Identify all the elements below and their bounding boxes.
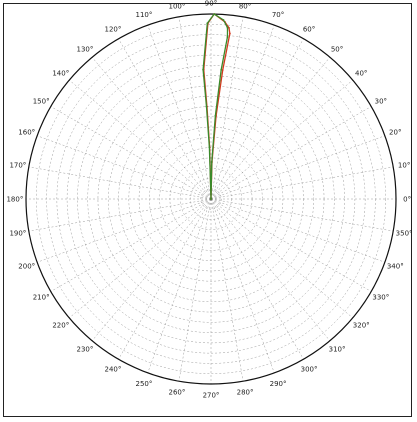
data-point [213, 13, 216, 15]
data-point [226, 36, 229, 38]
angle-tick-label: 170° [9, 161, 26, 169]
data-point [228, 26, 230, 29]
angle-tick-label: 330° [372, 294, 389, 302]
data-point [220, 69, 223, 71]
angular-gridline [210, 198, 304, 360]
angular-gridline [91, 57, 212, 200]
angle-tick-label: 280° [237, 389, 254, 397]
angle-tick-label: 340° [387, 263, 404, 271]
angular-gridline [37, 198, 212, 263]
radial-gridline [107, 95, 315, 303]
angle-tick-label: 0° [403, 196, 411, 204]
data-point [210, 198, 212, 200]
angular-gridline [50, 106, 212, 200]
angle-tick-label: 40° [355, 69, 367, 77]
angle-tick-label: 30° [375, 97, 387, 105]
angle-tick-label: 50° [331, 45, 343, 53]
angular-gridline [118, 38, 212, 200]
angular-gridline [210, 57, 331, 200]
radial-gridline [159, 147, 263, 251]
angle-tick-label: 270° [203, 392, 220, 400]
angular-gridline [210, 166, 394, 200]
angular-gridline [69, 198, 212, 319]
radial-gridline [66, 54, 356, 344]
angle-tick-label: 120° [105, 26, 122, 34]
outer-circle [25, 13, 397, 385]
angular-gridline [210, 198, 331, 341]
angular-gridline [210, 198, 244, 382]
angle-tick-label: 320° [353, 322, 370, 330]
angular-gridline [91, 198, 212, 341]
radial-gridline [56, 44, 366, 354]
angle-tick-label: 240° [105, 365, 122, 373]
angular-gridline [210, 38, 304, 200]
radial-gridline [138, 126, 284, 272]
angle-tick-label: 250° [135, 380, 152, 388]
angular-gridline [210, 198, 372, 292]
angle-tick-label: 150° [33, 97, 50, 105]
angular-gridline [210, 135, 385, 200]
angle-tick-label: 160° [18, 128, 35, 136]
angle-tick-label: 210° [33, 294, 50, 302]
data-point [206, 22, 209, 25]
radial-gridline [128, 116, 294, 282]
data-point [226, 26, 229, 29]
angle-tick-label: 80° [239, 2, 251, 10]
angle-tick-label: 90° [205, 0, 217, 7]
angular-gridline [210, 16, 244, 200]
angular-gridline [28, 198, 212, 232]
angle-tick-label: 110° [135, 11, 152, 19]
angle-tick-label: 180° [6, 196, 23, 204]
angle-tick-label: 20° [389, 128, 401, 136]
angle-tick-label: 70° [272, 11, 284, 19]
angular-gridline [210, 106, 372, 200]
angle-tick-label: 190° [9, 230, 26, 238]
angular-gridline [210, 198, 385, 263]
angular-gridline [50, 198, 212, 292]
angle-tick-label: 100° [169, 2, 186, 10]
angular-gridline [37, 135, 212, 200]
angle-tick-label: 290° [270, 380, 287, 388]
angle-tick-label: 200° [18, 263, 35, 271]
angular-gridline [210, 198, 275, 373]
polar-grid [25, 13, 397, 385]
angular-gridline [210, 198, 353, 319]
angle-tick-label: 350° [396, 230, 413, 238]
angular-gridline [69, 79, 212, 200]
data-point [214, 114, 217, 117]
angle-tick-label: 130° [77, 45, 94, 53]
data-point [221, 69, 224, 71]
angle-tick-label: 260° [169, 389, 186, 397]
angle-tick-label: 300° [301, 365, 318, 373]
chart-frame [3, 3, 412, 417]
angular-gridline [147, 198, 212, 373]
angular-gridline [118, 198, 212, 360]
data-point [222, 19, 225, 21]
angular-gridline [178, 16, 212, 200]
data-point [228, 32, 231, 35]
radial-gridline [87, 75, 335, 323]
series-layer [202, 13, 231, 200]
data-point [208, 146, 211, 149]
angular-gridline [210, 25, 275, 200]
angle-labels: 0° 10° 20° 30° 40° 50° 60° 70° 80° 90° 100° 110° 120… [6, 0, 412, 400]
angular-gridline [210, 79, 353, 200]
radial-gridline [36, 24, 386, 374]
angular-gridline [210, 198, 394, 232]
data-point [202, 68, 204, 71]
angular-gridline [178, 198, 212, 382]
data-point [210, 161, 213, 163]
angular-gridline [147, 25, 212, 200]
angle-tick-label: 140° [52, 69, 69, 77]
angle-tick-label: 220° [52, 322, 69, 330]
angle-tick-label: 310° [329, 346, 346, 354]
data-point [205, 105, 208, 108]
angular-gridline [28, 166, 212, 200]
angle-tick-label: 60° [303, 26, 315, 34]
angle-tick-label: 10° [398, 161, 410, 169]
angle-tick-label: 230° [77, 346, 94, 354]
